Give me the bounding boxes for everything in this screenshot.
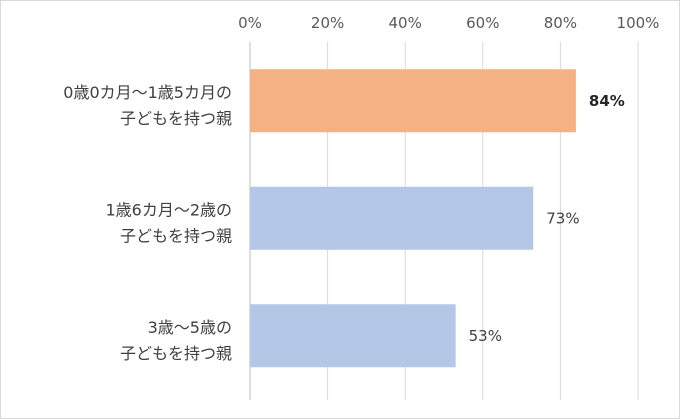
category-label-line1: 0歳0カ月〜1歳5カ月の <box>63 83 232 102</box>
bar <box>250 304 456 368</box>
x-tick-label: 100% <box>617 14 660 32</box>
category-label: 0歳0カ月〜1歳5カ月の子どもを持つ親 <box>63 83 232 128</box>
category-label-line1: 1歳6カ月〜2歳の <box>105 200 232 219</box>
category-labels: 0歳0カ月〜1歳5カ月の子どもを持つ親1歳6カ月〜2歳の子どもを持つ親3歳〜5歳… <box>63 83 232 363</box>
bar <box>250 186 534 250</box>
value-label: 73% <box>546 209 579 227</box>
x-axis-ticks: 0% 20% 40% 60% 80% 100% <box>238 14 659 32</box>
category-label-line2: 子どもを持つ親 <box>120 226 232 245</box>
x-tick-label: 60% <box>466 14 499 32</box>
category-label: 1歳6カ月〜2歳の子どもを持つ親 <box>105 200 232 245</box>
bars <box>250 69 576 368</box>
x-tick-label: 0% <box>238 14 262 32</box>
x-tick-label: 20% <box>311 14 344 32</box>
category-label: 3歳〜5歳の子どもを持つ親 <box>120 318 232 363</box>
value-label: 53% <box>469 327 502 345</box>
value-labels: 84% 73% 53% <box>469 92 625 345</box>
value-label: 84% <box>589 92 625 110</box>
x-tick-label: 40% <box>389 14 422 32</box>
category-label-line1: 3歳〜5歳の <box>148 318 232 337</box>
category-label-line2: 子どもを持つ親 <box>120 109 232 128</box>
x-tick-label: 80% <box>544 14 577 32</box>
bar <box>250 69 576 133</box>
category-label-line2: 子どもを持つ親 <box>120 344 232 363</box>
